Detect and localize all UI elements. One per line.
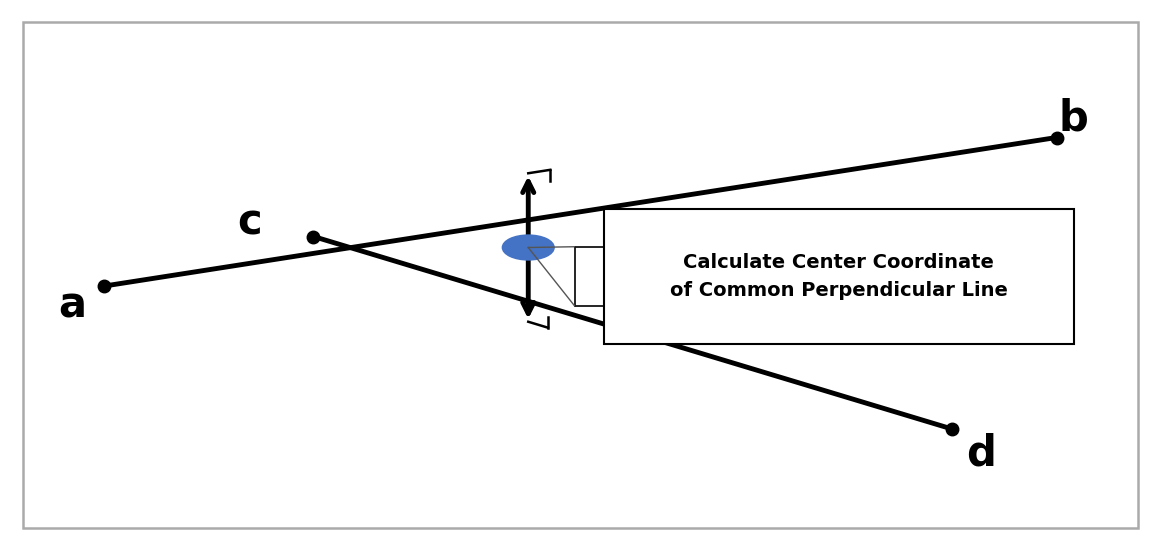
Text: d: d [966,433,996,475]
FancyBboxPatch shape [604,209,1074,344]
Circle shape [503,235,554,260]
Text: a: a [58,284,86,326]
Text: c: c [237,202,262,244]
Text: b: b [1059,97,1089,139]
Text: Calculate Center Coordinate
of Common Perpendicular Line: Calculate Center Coordinate of Common Pe… [670,253,1008,300]
